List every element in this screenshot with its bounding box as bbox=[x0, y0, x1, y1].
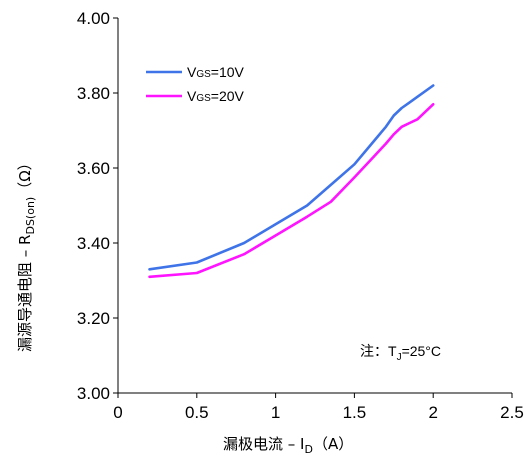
series-line-vgs-20v bbox=[148, 103, 435, 279]
data-series bbox=[148, 84, 435, 279]
temperature-note: 注：TJ=25°C bbox=[360, 343, 441, 363]
x-tick-label: 0.5 bbox=[185, 403, 209, 422]
series-line-vgs-10v bbox=[148, 84, 435, 271]
legend-label-subscript: GS bbox=[196, 93, 211, 104]
y-tick-label: 3.40 bbox=[77, 234, 110, 253]
x-tick-label: 1 bbox=[271, 403, 280, 422]
legend: VGS=10V VGS=20V bbox=[146, 64, 245, 104]
legend-label-vgs-10v: VGS=10V bbox=[187, 64, 245, 80]
note-prefix: 注：T bbox=[360, 343, 397, 359]
y-axis-title-suffix: （Ω） bbox=[16, 155, 34, 196]
legend-label-vgs-20v: VGS=20V bbox=[187, 88, 245, 104]
legend-label-prefix: V bbox=[187, 64, 197, 80]
y-tick-label: 3.60 bbox=[77, 159, 110, 178]
y-axis-ticks: 3.00 3.20 3.40 3.60 3.80 4.00 bbox=[77, 9, 118, 403]
legend-label-subscript: GS bbox=[196, 69, 211, 80]
x-axis-title-text: 漏极电流 – I bbox=[223, 435, 304, 453]
x-tick-label: 2 bbox=[428, 403, 437, 422]
note-subscript: J bbox=[397, 352, 402, 363]
x-axis-ticks: 0 0.5 1 1.5 2 2.5 bbox=[113, 393, 524, 422]
y-tick-label: 3.80 bbox=[77, 84, 110, 103]
x-tick-label: 0 bbox=[113, 403, 122, 422]
legend-label-suffix: =20V bbox=[211, 88, 245, 104]
y-axis-title-text: 漏源导通电阻 – R bbox=[16, 235, 34, 352]
legend-label-suffix: =10V bbox=[211, 64, 245, 80]
x-axis-title: 漏极电流 – ID（A） bbox=[223, 435, 353, 456]
note-suffix: =25°C bbox=[402, 343, 441, 359]
y-tick-label: 3.00 bbox=[77, 384, 110, 403]
x-tick-label: 2.5 bbox=[500, 403, 524, 422]
y-axis-title-subscript: DS(on) bbox=[24, 197, 37, 235]
x-axis-title-suffix: （A） bbox=[313, 435, 353, 453]
y-tick-label: 3.20 bbox=[77, 309, 110, 328]
x-axis-title-subscript: D bbox=[304, 443, 312, 456]
x-tick-label: 1.5 bbox=[343, 403, 367, 422]
y-tick-label: 4.00 bbox=[77, 9, 110, 28]
y-axis-title: 漏源导通电阻 – RDS(on)（Ω） bbox=[16, 155, 37, 352]
legend-label-prefix: V bbox=[187, 88, 197, 104]
